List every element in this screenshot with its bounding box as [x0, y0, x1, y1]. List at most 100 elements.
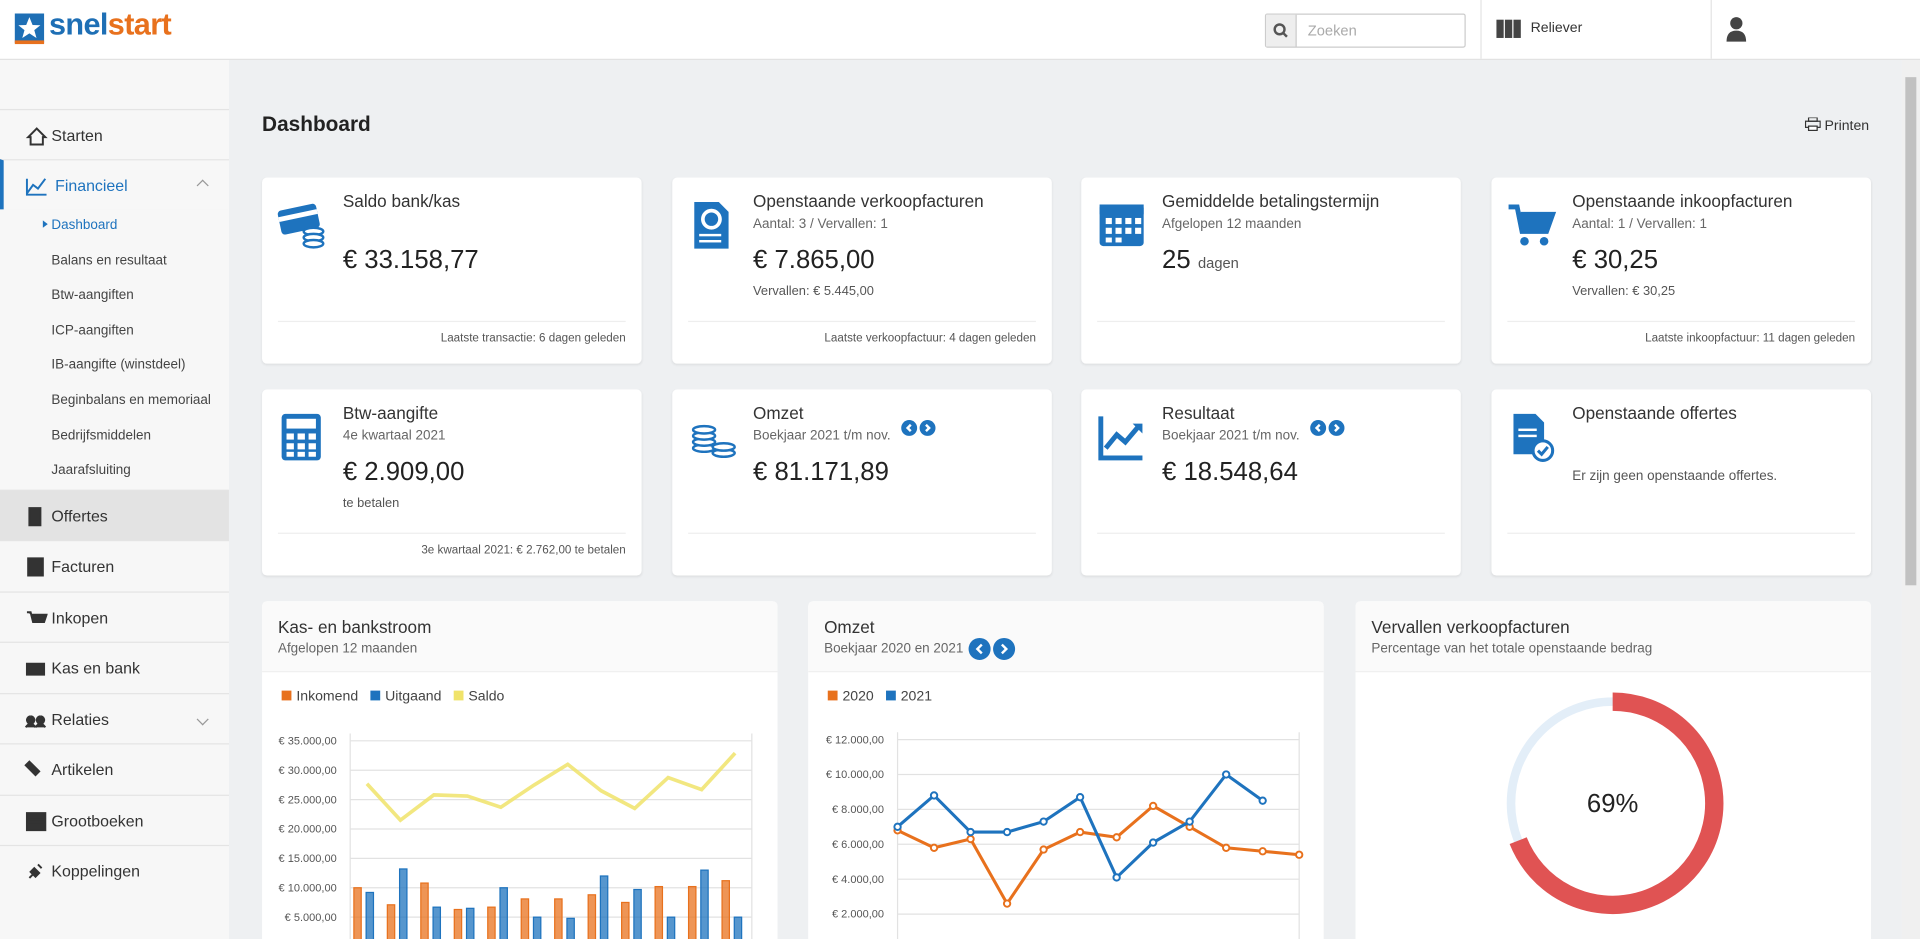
- card-title: Omzet: [753, 402, 804, 423]
- sub-nav-item[interactable]: Balans en resultaat: [51, 253, 166, 268]
- y-tick-label: € 25.000,00: [279, 794, 337, 806]
- nav-icon: [24, 715, 47, 728]
- card-value: € 33.158,77: [343, 246, 479, 275]
- bar: [353, 887, 362, 939]
- nav-label: Financieel: [55, 176, 128, 195]
- nav-item[interactable]: Inkopen: [0, 591, 229, 641]
- card-title: Gemiddelde betalingstermijn: [1162, 191, 1380, 211]
- card-divider: [277, 320, 626, 323]
- print-button[interactable]: Printen: [1804, 116, 1869, 133]
- y-tick-label: € 15.000,00: [279, 853, 337, 865]
- sub-nav-item[interactable]: Btw-aangiften: [51, 288, 133, 303]
- icon-shape: [27, 557, 44, 577]
- point: [1221, 843, 1231, 852]
- sub-nav-label: Dashboard: [51, 217, 118, 233]
- bar: [566, 917, 575, 939]
- nav-item[interactable]: Relaties: [0, 693, 229, 743]
- active-marker: [42, 220, 48, 228]
- card-subtitle: Afgelopen 12 maanden: [1162, 216, 1302, 232]
- prev-button[interactable]: [968, 637, 991, 661]
- nav-item[interactable]: Starten: [0, 108, 229, 159]
- search-button[interactable]: [1266, 14, 1297, 47]
- point: [1221, 770, 1231, 779]
- y-tick-label: € 35.000,00: [279, 735, 337, 747]
- nav-icon: [28, 863, 43, 879]
- company-name[interactable]: Reliever: [1530, 20, 1583, 36]
- nav-item[interactable]: Facturen: [0, 540, 229, 590]
- nav-item[interactable]: Koppelingen: [0, 844, 229, 895]
- sub-nav-label: Jaarafsluiting: [51, 463, 131, 478]
- arrow: [1314, 423, 1321, 433]
- bar: [554, 898, 563, 939]
- nav-icon: [26, 611, 48, 624]
- bar: [666, 916, 676, 939]
- logo-icon: [14, 13, 45, 45]
- bar: [633, 888, 642, 939]
- period-nav[interactable]: [900, 419, 937, 437]
- sub-nav-item[interactable]: IB-aangifte (winstdeel): [51, 358, 185, 373]
- card-value-text: € 7.865,00: [753, 246, 875, 275]
- logo[interactable]: snelstart: [48, 7, 172, 43]
- card-icon: [1098, 416, 1143, 461]
- user-icon[interactable]: [1724, 16, 1748, 43]
- page-title: Dashboard: [262, 112, 371, 136]
- nav-item[interactable]: Grootboeken: [0, 794, 229, 845]
- nav-item[interactable]: Artikelen: [0, 743, 229, 793]
- point: [1258, 847, 1267, 856]
- point: [966, 834, 975, 844]
- divider: [1710, 0, 1712, 59]
- logo-a: snel: [48, 7, 108, 42]
- company-icon: [1496, 19, 1521, 38]
- nav-label: Offertes: [51, 506, 108, 526]
- point: [893, 822, 902, 832]
- arrow: [975, 643, 983, 655]
- card-message: Er zijn geen openstaande offertes.: [1572, 468, 1778, 484]
- nav-label: Relaties: [51, 710, 109, 729]
- legend-label: Inkomend: [296, 687, 358, 703]
- chart-title: Kas- en bankstroom: [277, 617, 432, 637]
- card-value: € 18.548,64: [1162, 458, 1298, 487]
- legend-label: 2020: [842, 687, 873, 703]
- chart-panel: Vervallen verkoopfacturen Percentage van …: [1355, 601, 1872, 939]
- sub-nav-item[interactable]: ICP-aangiften: [51, 323, 133, 338]
- point: [1295, 850, 1304, 859]
- nav-item[interactable]: Kas en bank: [0, 641, 229, 692]
- nav-icon: [25, 662, 46, 676]
- sub-nav-label: ICP-aangiften: [51, 323, 134, 338]
- point: [1258, 796, 1267, 805]
- sub-nav-label: Bedrijfsmiddelen: [51, 428, 152, 443]
- nav-label: Kas en bank: [51, 658, 140, 678]
- icon-shape: [28, 507, 42, 527]
- scrollbar-thumb[interactable]: [1905, 77, 1917, 586]
- point: [1039, 845, 1048, 854]
- point: [929, 843, 939, 852]
- sub-nav-item[interactable]: Dashboard: [42, 217, 118, 233]
- scrollbar[interactable]: [1901, 60, 1920, 939]
- card-icon: [691, 424, 736, 458]
- sub-nav-item[interactable]: Jaarafsluiting: [51, 463, 130, 478]
- card-footer: Laatste verkoopfactuur: 4 dagen geleden: [824, 331, 1036, 346]
- card-value-text: € 30,25: [1572, 246, 1659, 275]
- bar: [700, 869, 709, 939]
- dashboard-card: Resultaat Boekjaar 2021 t/m nov. € 18.548,…: [1081, 389, 1461, 576]
- dashboard-card: Btw-aangifte 4e kwartaal 2021 € 2.909,00 te…: [262, 389, 642, 576]
- search-box[interactable]: Zoeken: [1264, 13, 1466, 48]
- y-tick-label: € 2.000,00: [832, 909, 884, 921]
- point: [1075, 793, 1085, 802]
- series-line: [365, 751, 737, 823]
- nav-icon: [25, 178, 47, 196]
- sub-nav-item[interactable]: Bedrijfsmiddelen: [51, 428, 151, 443]
- legend-swatch: [453, 690, 464, 701]
- logo-b: start: [107, 7, 172, 42]
- period-nav[interactable]: [1309, 419, 1346, 437]
- nav-item[interactable]: Financieel: [0, 159, 229, 210]
- point: [929, 791, 939, 800]
- card-value-text: € 81.171,89: [753, 457, 889, 487]
- period-nav[interactable]: [967, 637, 1016, 661]
- sub-nav-item[interactable]: Beginbalans en memoriaal: [51, 393, 210, 408]
- bar: [599, 875, 609, 939]
- nav-item[interactable]: Offertes: [0, 489, 229, 541]
- next-button[interactable]: [993, 637, 1016, 661]
- card-title: Openstaande verkoopfacturen: [753, 191, 984, 211]
